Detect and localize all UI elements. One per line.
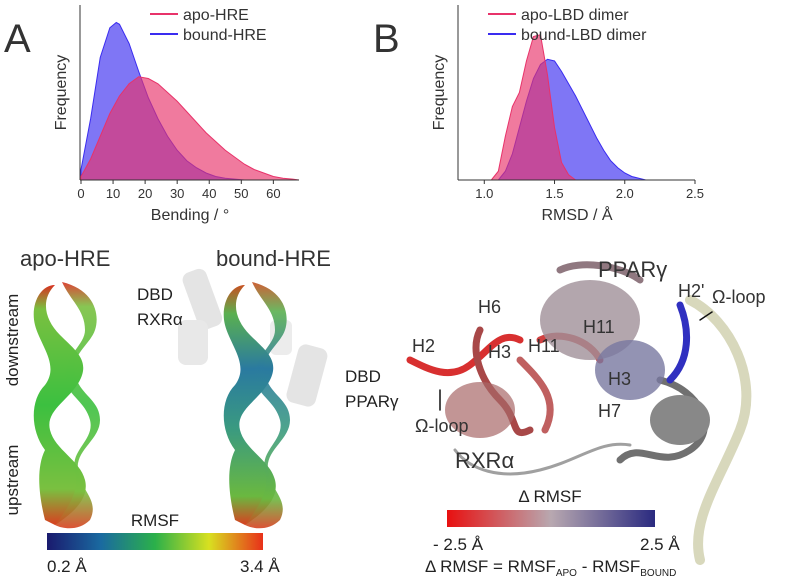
x-tick-label: 20: [138, 186, 152, 201]
x-tick-label: 50: [234, 186, 248, 201]
structure-label: H11: [528, 336, 560, 356]
x-tick-label: 0: [77, 186, 84, 201]
structure-label: Ω-loop: [415, 416, 468, 436]
legend-label: apo-LBD dimer: [521, 7, 629, 24]
legend-label: apo-HRE: [183, 7, 249, 24]
x-tick-label: 10: [106, 186, 120, 201]
structure-label: H3: [488, 342, 511, 362]
panel-label: B: [373, 17, 400, 61]
density-area: [490, 34, 578, 181]
formula: Δ RMSF = RMSFAPO - RMSFBOUND: [425, 557, 676, 579]
structure-label: H7: [598, 401, 621, 421]
dna-structure: [33, 282, 100, 529]
structure-label: H3: [608, 369, 631, 389]
domain-label: DBD: [345, 367, 381, 386]
domain-label: RXRα: [137, 310, 183, 329]
structure-label: RXRα: [455, 448, 514, 473]
structure-label: H11: [583, 317, 615, 337]
colorbar-min: 0.2 Å: [47, 557, 87, 576]
dna-complex: [178, 268, 328, 529]
x-tick-label: 2.5: [686, 186, 704, 201]
domain-label: DBD: [137, 285, 173, 304]
density-area: [80, 76, 300, 181]
y-axis-label: Frequency: [53, 55, 70, 131]
x-tick-label: 30: [170, 186, 184, 201]
x-tick-label: 2.0: [616, 186, 634, 201]
legend-label: bound-LBD dimer: [521, 27, 647, 44]
axis-annotation: upstream: [3, 445, 22, 516]
colorbar-title: RMSF: [131, 511, 179, 530]
x-axis-label: Bending / °: [151, 207, 229, 224]
x-tick-label: 1.5: [545, 186, 563, 201]
colorbar-max: 3.4 Å: [240, 557, 280, 576]
x-axis-label: RMSD / Å: [541, 205, 612, 224]
formula-part: - RMSF: [577, 557, 640, 576]
structure-title: apo-HRE: [20, 246, 110, 271]
domain-label: PPARγ: [345, 392, 399, 411]
structure-label: H2: [412, 336, 435, 356]
structure-label: Ω-loop: [712, 287, 765, 307]
colorbar-title: Δ RMSF: [518, 487, 581, 506]
structure-label: H6: [478, 297, 501, 317]
axis-annotation: downstream: [3, 294, 22, 387]
structure-label: PPARγ: [598, 257, 667, 282]
y-axis-label: Frequency: [431, 55, 448, 131]
structure-title: bound-HRE: [216, 246, 331, 271]
colorbar: [447, 510, 655, 527]
protein-structure: [406, 261, 752, 565]
structure-label: H2': [678, 281, 704, 301]
panel-label: A: [4, 17, 31, 61]
colorbar: [47, 533, 263, 550]
formula-sub: BOUND: [640, 568, 676, 579]
colorbar-min: - 2.5 Å: [433, 535, 484, 554]
x-tick-label: 60: [266, 186, 280, 201]
legend-label: bound-HRE: [183, 27, 267, 44]
formula-part: Δ RMSF = RMSF: [425, 557, 556, 576]
x-tick-label: 40: [202, 186, 216, 201]
x-tick-label: 1.0: [475, 186, 493, 201]
formula-sub: APO: [556, 568, 577, 579]
colorbar-max: 2.5 Å: [640, 535, 680, 554]
